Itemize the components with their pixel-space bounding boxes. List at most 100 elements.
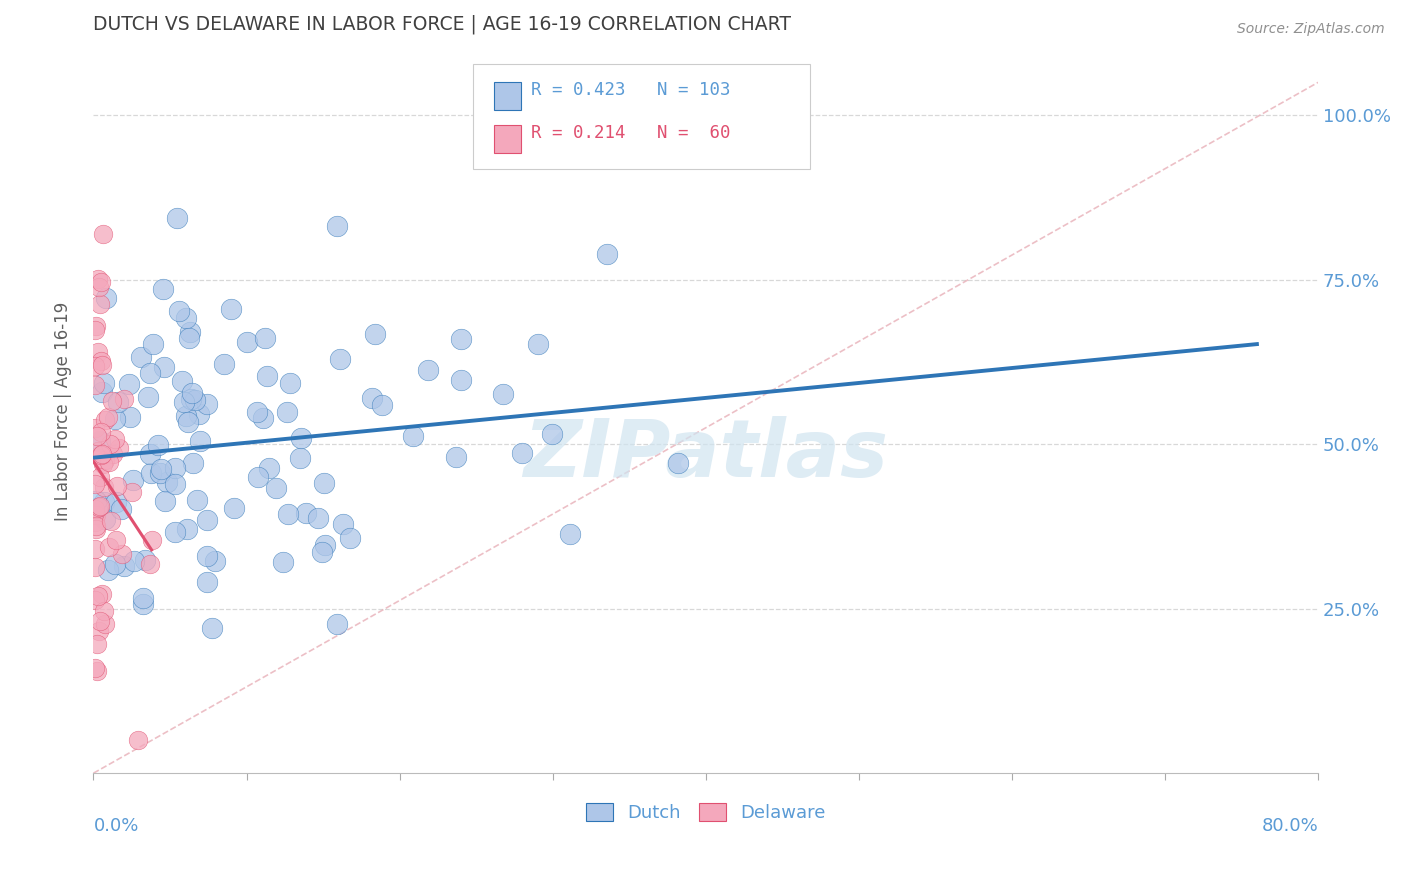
Point <box>444 450 467 464</box>
Point <box>87 500 110 514</box>
Point <box>311 545 333 559</box>
Point <box>120 409 142 424</box>
Point <box>84 318 107 333</box>
Point <box>87 272 110 286</box>
Point <box>184 392 207 407</box>
Point <box>98 540 121 554</box>
Point <box>170 375 193 389</box>
Point <box>256 369 278 384</box>
Point <box>307 511 329 525</box>
Point <box>180 392 202 406</box>
Point <box>167 303 190 318</box>
Point <box>122 473 145 487</box>
Point <box>254 331 277 345</box>
Point <box>181 456 204 470</box>
Point <box>84 477 107 491</box>
Point <box>91 358 114 372</box>
Point <box>87 624 110 638</box>
Point <box>132 597 155 611</box>
Point <box>177 415 200 429</box>
Point <box>138 558 160 572</box>
Point <box>89 434 111 448</box>
Point <box>124 554 146 568</box>
Point <box>312 476 335 491</box>
Point <box>246 405 269 419</box>
Text: DUTCH VS DELAWARE IN LABOR FORCE | AGE 16-19 CORRELATION CHART: DUTCH VS DELAWARE IN LABOR FORCE | AGE 1… <box>93 15 792 35</box>
Point <box>91 447 114 461</box>
Point <box>84 541 107 556</box>
Point <box>201 622 224 636</box>
FancyBboxPatch shape <box>472 64 810 169</box>
Point <box>121 484 143 499</box>
Point <box>339 531 361 545</box>
Point <box>186 492 208 507</box>
Point <box>136 390 159 404</box>
Point <box>86 664 108 678</box>
Point <box>181 386 204 401</box>
Point <box>104 412 127 426</box>
Point <box>595 247 617 261</box>
Point <box>84 420 107 434</box>
Point <box>156 475 179 489</box>
Point <box>84 519 107 533</box>
Point <box>278 376 301 391</box>
Point <box>84 593 107 607</box>
Point <box>100 515 122 529</box>
Point <box>97 563 120 577</box>
Point <box>84 359 107 374</box>
Point <box>91 457 114 471</box>
Point <box>219 302 242 317</box>
Point <box>117 377 139 392</box>
Point <box>87 444 110 458</box>
Point <box>90 587 112 601</box>
Point <box>90 385 112 400</box>
Point <box>89 614 111 628</box>
Point <box>112 392 135 406</box>
Point <box>139 466 162 480</box>
Point <box>526 336 548 351</box>
Point <box>107 479 129 493</box>
Point <box>326 219 349 234</box>
Point <box>94 291 117 305</box>
Point <box>188 407 211 421</box>
Point <box>84 323 107 337</box>
Point <box>271 555 294 569</box>
Point <box>153 493 176 508</box>
Point <box>93 376 115 390</box>
Point <box>97 409 120 424</box>
Point <box>195 575 218 590</box>
Point <box>94 413 117 427</box>
Point <box>326 617 349 632</box>
Point <box>329 351 352 366</box>
FancyBboxPatch shape <box>494 82 520 110</box>
Point <box>332 516 354 531</box>
Point <box>188 434 211 449</box>
Point <box>153 360 176 375</box>
Point <box>104 495 127 509</box>
Point <box>264 481 287 495</box>
Point <box>195 397 218 411</box>
Point <box>112 559 135 574</box>
Point <box>146 438 169 452</box>
Point <box>89 470 111 484</box>
Point <box>314 538 336 552</box>
Point <box>94 452 117 467</box>
Point <box>195 549 218 563</box>
Text: ZIPatlas: ZIPatlas <box>523 416 889 494</box>
Point <box>141 533 163 547</box>
Point <box>212 357 235 371</box>
Point <box>173 394 195 409</box>
Point <box>87 589 110 603</box>
Point <box>100 394 122 409</box>
Point <box>166 211 188 226</box>
Text: 80.0%: 80.0% <box>1261 816 1319 835</box>
Point <box>90 275 112 289</box>
Point <box>450 332 472 346</box>
Point <box>98 436 121 450</box>
Point <box>84 661 107 675</box>
Point <box>104 557 127 571</box>
Text: R = 0.423   N = 103: R = 0.423 N = 103 <box>530 81 730 99</box>
Point <box>450 373 472 387</box>
Point <box>165 524 187 539</box>
Point <box>165 477 187 491</box>
